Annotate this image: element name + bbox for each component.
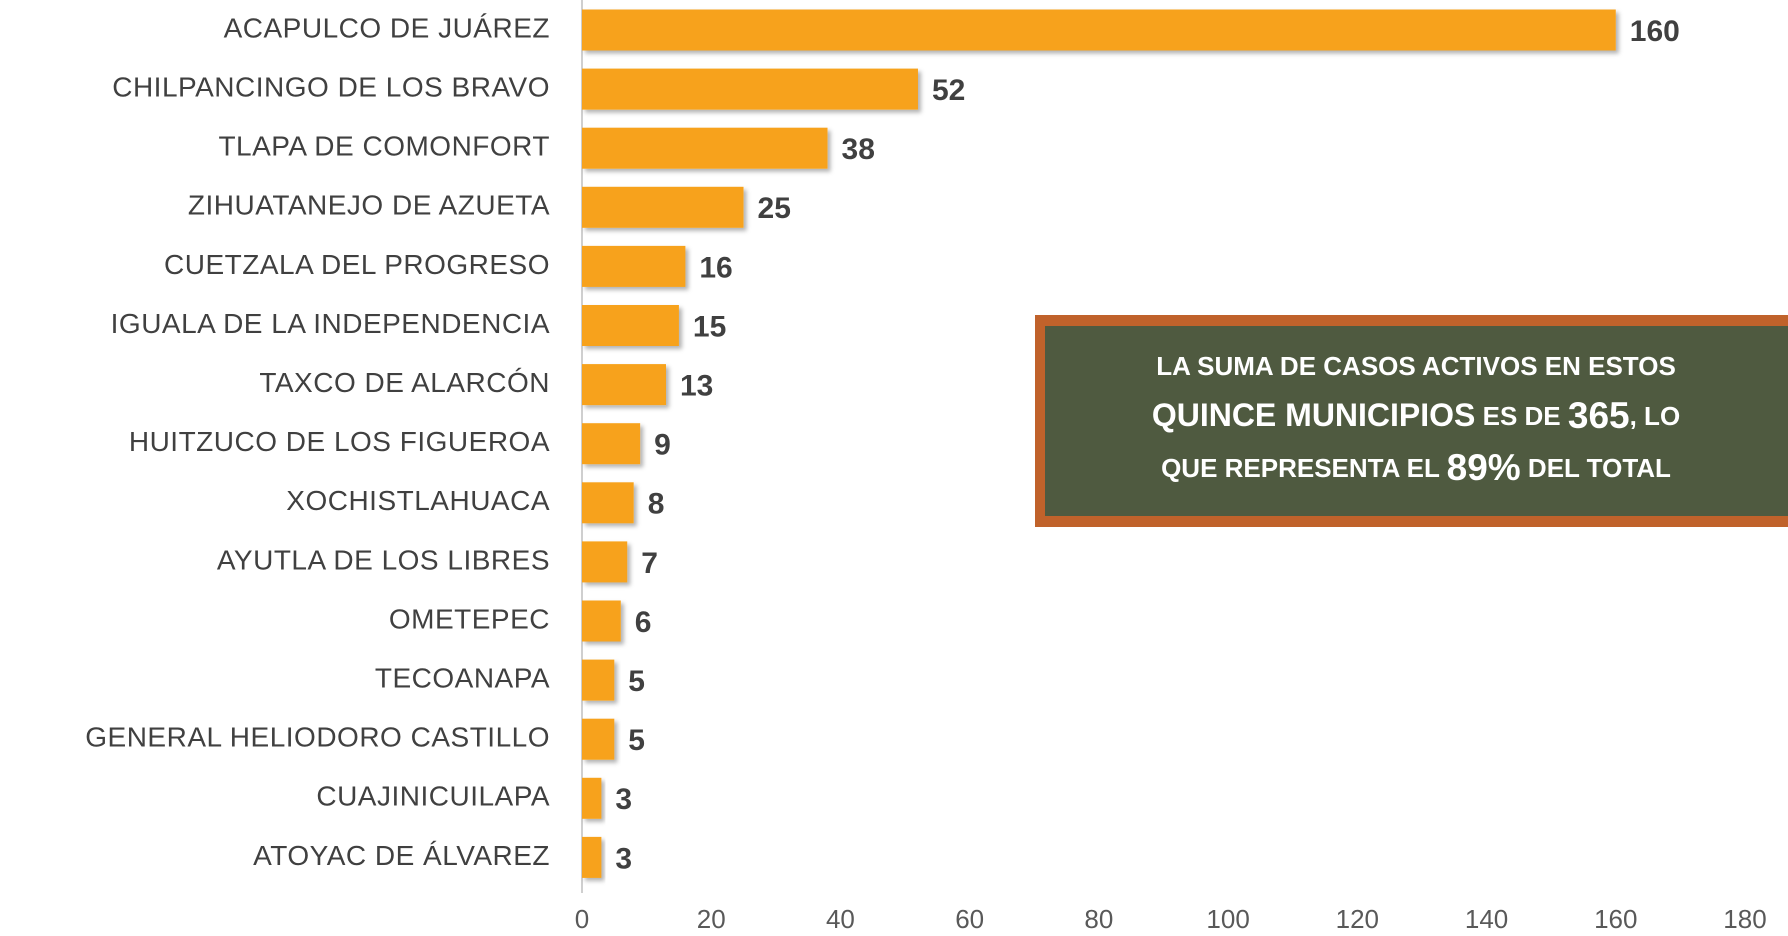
value-label: 5 xyxy=(628,724,645,757)
annotation-text: 365 xyxy=(1568,395,1630,436)
x-tick-label: 0 xyxy=(575,904,589,934)
value-label: 7 xyxy=(641,547,658,580)
value-label: 15 xyxy=(693,310,726,343)
annotation-text: QUE REPRESENTA EL xyxy=(1161,453,1447,483)
value-label: 13 xyxy=(680,370,713,403)
annotation-text: DEL TOTAL xyxy=(1521,453,1671,483)
y-tick-label: TLAPA DE COMONFORT xyxy=(218,131,550,162)
value-label: 16 xyxy=(699,251,732,284)
bar xyxy=(582,718,615,760)
value-label: 38 xyxy=(842,133,875,166)
y-tick-label: IGUALA DE LA INDEPENDENCIA xyxy=(111,308,550,339)
value-label: 160 xyxy=(1630,15,1680,48)
x-tick-label: 140 xyxy=(1465,904,1508,934)
x-tick-label: 20 xyxy=(697,904,726,934)
y-tick-label: CUAJINICUILAPA xyxy=(316,781,550,812)
value-label: 9 xyxy=(654,429,671,462)
annotation-text: QUINCE MUNICIPIOS xyxy=(1152,397,1476,433)
bar xyxy=(582,836,602,878)
value-label: 52 xyxy=(932,74,965,107)
y-tick-label: ZIHUATANEJO DE AZUETA xyxy=(188,190,550,221)
x-tick-label: 160 xyxy=(1594,904,1637,934)
bar xyxy=(582,245,686,287)
bar xyxy=(582,777,602,819)
bar xyxy=(582,305,679,346)
y-tick-label: XOCHISTLAHUACA xyxy=(286,485,550,516)
annotation-text: ES DE xyxy=(1475,401,1567,431)
y-tick-label: HUITZUCO DE LOS FIGUEROA xyxy=(129,426,550,457)
x-tick-label: 180 xyxy=(1723,904,1766,934)
x-tick-label: 40 xyxy=(826,904,855,934)
y-tick-label: AYUTLA DE LOS LIBRES xyxy=(217,544,550,575)
annotation-box: LA SUMA DE CASOS ACTIVOS EN ESTOS QUINCE… xyxy=(1035,315,1788,527)
bar xyxy=(582,423,641,465)
y-tick-label: CUETZALA DEL PROGRESO xyxy=(164,249,550,280)
bar xyxy=(582,600,621,642)
value-label: 25 xyxy=(758,192,791,225)
bar xyxy=(582,127,828,169)
x-tick-label: 60 xyxy=(955,904,984,934)
bar xyxy=(582,9,1616,51)
value-label: 3 xyxy=(615,842,632,875)
annotation-text: 89% xyxy=(1447,447,1521,488)
value-label: 3 xyxy=(615,783,632,816)
bar xyxy=(582,364,666,406)
y-tick-label: TAXCO DE ALARCÓN xyxy=(259,367,550,398)
annotation-fill xyxy=(1045,326,1788,516)
y-tick-label: ATOYAC DE ÁLVAREZ xyxy=(253,840,550,871)
bar xyxy=(582,541,628,583)
bar xyxy=(582,659,615,701)
x-tick-label: 80 xyxy=(1084,904,1113,934)
y-tick-label: TECOANAPA xyxy=(375,662,550,693)
y-tick-label: CHILPANCINGO DE LOS BRAVO xyxy=(112,71,550,102)
bar xyxy=(582,482,634,524)
annotation-line: LA SUMA DE CASOS ACTIVOS EN ESTOS xyxy=(1156,351,1676,381)
value-label: 5 xyxy=(628,665,645,698)
bar xyxy=(582,68,918,110)
annotation-line: QUINCE MUNICIPIOS ES DE 365, LO xyxy=(1152,395,1680,436)
annotation-text: LA SUMA DE CASOS ACTIVOS EN ESTOS xyxy=(1156,351,1676,381)
y-tick-label: ACAPULCO DE JUÁREZ xyxy=(224,12,550,43)
x-tick-label: 120 xyxy=(1336,904,1379,934)
bar xyxy=(582,186,744,228)
value-label: 8 xyxy=(648,488,665,521)
annotation-line: QUE REPRESENTA EL 89% DEL TOTAL xyxy=(1161,447,1671,488)
annotation-text: , LO xyxy=(1630,401,1681,431)
x-tick-label: 100 xyxy=(1206,904,1249,934)
y-tick-label: OMETEPEC xyxy=(389,603,550,634)
value-label: 6 xyxy=(635,606,652,639)
y-tick-label: GENERAL HELIODORO CASTILLO xyxy=(85,722,550,753)
